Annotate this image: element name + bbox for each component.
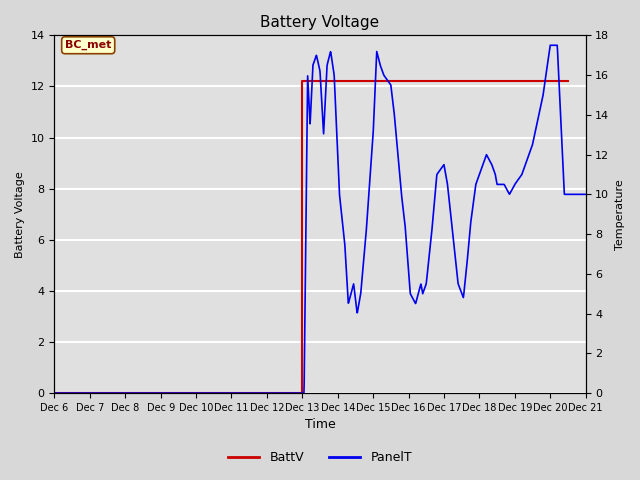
Y-axis label: Battery Voltage: Battery Voltage — [15, 171, 25, 258]
Y-axis label: Temperature: Temperature — [615, 179, 625, 250]
Title: Battery Voltage: Battery Voltage — [260, 15, 380, 30]
Text: BC_met: BC_met — [65, 40, 111, 50]
X-axis label: Time: Time — [305, 419, 335, 432]
Legend: BattV, PanelT: BattV, PanelT — [223, 446, 417, 469]
